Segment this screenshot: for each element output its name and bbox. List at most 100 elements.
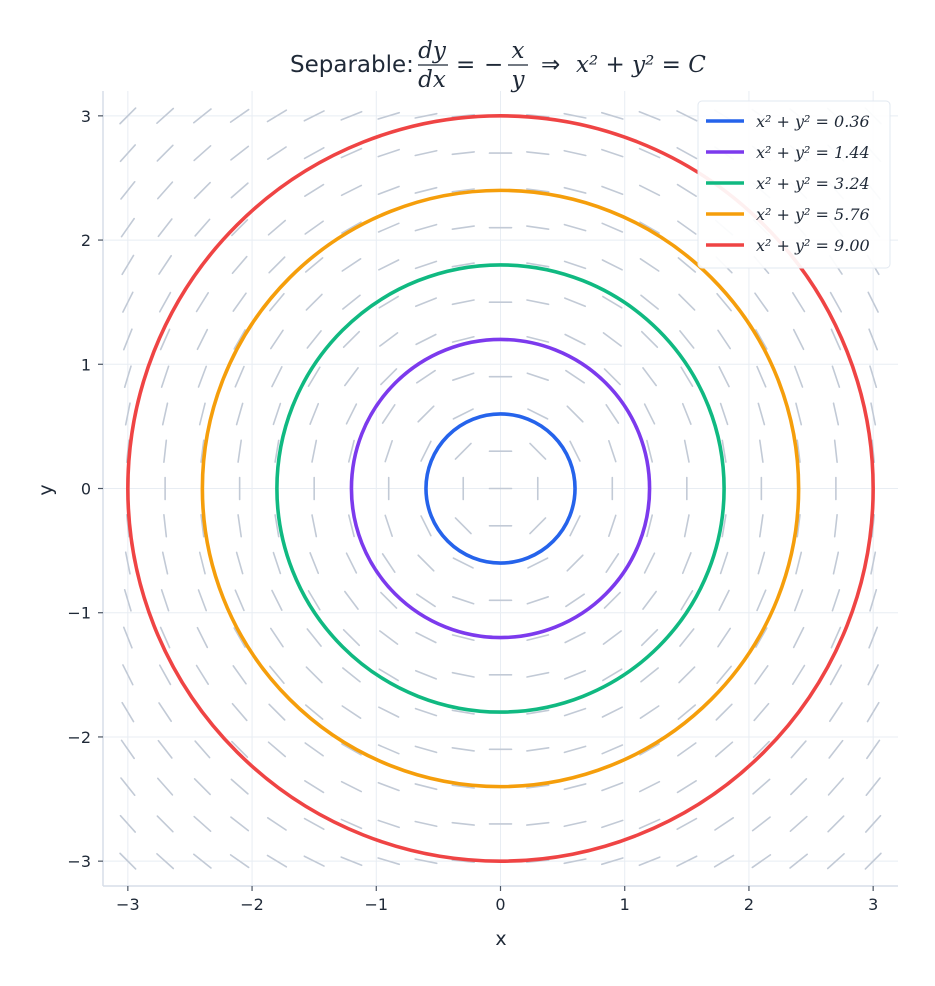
- slope-segment: [451, 709, 475, 715]
- slope-segment: [451, 821, 475, 826]
- slope-segment: [414, 149, 438, 157]
- slope-segment: [563, 260, 587, 270]
- slope-segment: [347, 439, 355, 463]
- slope-segment: [235, 551, 244, 575]
- slope-segment: [640, 294, 659, 310]
- slope-segment: [828, 702, 843, 723]
- slope-segment: [676, 855, 698, 867]
- slope-segment: [232, 292, 247, 312]
- tick-labels: −3 −2 −1 0 1 2 3 −3 −2 −1 0 1 2 3: [67, 107, 878, 914]
- slope-segment: [564, 297, 587, 308]
- slope-segment: [193, 778, 211, 796]
- x-tick-label-0: −3: [116, 895, 140, 914]
- slope-segment: [526, 262, 550, 268]
- slope-segment: [305, 666, 323, 684]
- slope-segment: [452, 557, 474, 569]
- slope-segment: [231, 255, 248, 275]
- slope-segment: [157, 777, 174, 796]
- slope-segment: [340, 856, 363, 867]
- slope-segment: [643, 552, 656, 574]
- slope-segment: [751, 854, 772, 869]
- title-equals: =: [456, 52, 475, 78]
- title-implies: ⇒: [541, 52, 560, 78]
- slope-segment: [755, 329, 768, 350]
- slope-segment: [269, 292, 285, 312]
- y-tick-label-1: −2: [67, 728, 91, 747]
- slope-segment: [639, 705, 660, 719]
- slope-segment: [274, 514, 280, 538]
- legend-label-4: x² + y² = 9.00: [756, 236, 870, 255]
- slope-segment: [868, 328, 879, 351]
- slope-segment: [377, 819, 400, 829]
- slope-segment: [237, 514, 242, 538]
- slope-segment: [526, 372, 550, 381]
- solution-curves: [126, 114, 875, 863]
- slope-segment: [680, 590, 694, 611]
- slope-segment: [563, 858, 587, 865]
- slope-segment: [791, 292, 806, 313]
- slope-segment: [563, 112, 587, 119]
- slope-segment: [566, 554, 584, 572]
- slope-segment: [451, 299, 475, 306]
- slope-segment: [454, 517, 472, 535]
- slope-segment: [303, 817, 325, 831]
- slope-segment: [342, 628, 361, 647]
- slope-segment: [714, 816, 735, 831]
- slope-segment: [870, 551, 877, 575]
- slope-segment: [638, 818, 661, 830]
- title-rhs: x² + y² = C: [576, 52, 706, 78]
- slope-segment: [200, 439, 205, 463]
- slope-segment: [790, 778, 808, 796]
- slope-segment: [233, 627, 246, 648]
- slope-segment: [563, 186, 587, 194]
- slope-segment: [198, 551, 206, 575]
- slope-segment: [119, 852, 137, 870]
- slope-segment: [790, 740, 807, 759]
- title-fraction2-numerator: x: [512, 38, 525, 64]
- slope-segment: [451, 747, 475, 752]
- slope-segment: [304, 257, 324, 273]
- slope-segment: [681, 402, 692, 425]
- title-fraction2-denominator: y: [511, 67, 526, 93]
- slope-segment: [231, 702, 248, 722]
- slope-segment: [158, 254, 173, 275]
- slope-segment: [833, 514, 838, 538]
- slope-segment: [231, 740, 249, 758]
- solution-curve-0: [424, 412, 577, 565]
- slope-segment: [122, 626, 133, 649]
- slope-segment: [230, 145, 250, 161]
- slope-segment: [757, 402, 766, 426]
- slope-segment: [526, 113, 550, 118]
- title-fraction-denominator: dx: [418, 67, 446, 93]
- slope-segment: [454, 442, 472, 460]
- slope-segment: [272, 551, 282, 575]
- slope-segment: [268, 256, 286, 274]
- slope-segment: [304, 742, 324, 757]
- slope-segment: [563, 707, 587, 717]
- slope-segment: [156, 815, 174, 833]
- slope-segment: [230, 182, 249, 199]
- slope-segment: [451, 596, 475, 605]
- slope-segment: [678, 293, 696, 311]
- y-tick-label-3: 0: [81, 480, 91, 499]
- slope-segment: [564, 333, 586, 346]
- y-axis-label: y: [35, 484, 57, 495]
- slope-segment: [868, 626, 879, 649]
- title-fraction-numerator: dy: [418, 38, 447, 64]
- slope-segment: [638, 184, 661, 197]
- slope-segment: [864, 814, 882, 833]
- legend-label-2: x² + y² = 3.24: [756, 174, 870, 193]
- slope-segment: [274, 439, 280, 463]
- slope-segment: [414, 745, 438, 754]
- slope-segment: [451, 225, 475, 230]
- title-minus: −: [484, 52, 503, 78]
- slope-segment: [715, 703, 733, 721]
- slope-segment: [678, 666, 696, 684]
- slope-segment: [120, 180, 136, 200]
- slope-segment: [718, 366, 730, 388]
- slope-segment: [563, 783, 587, 791]
- slope-segment: [564, 669, 587, 680]
- slope-segment: [527, 408, 549, 420]
- slope-segment: [234, 365, 245, 388]
